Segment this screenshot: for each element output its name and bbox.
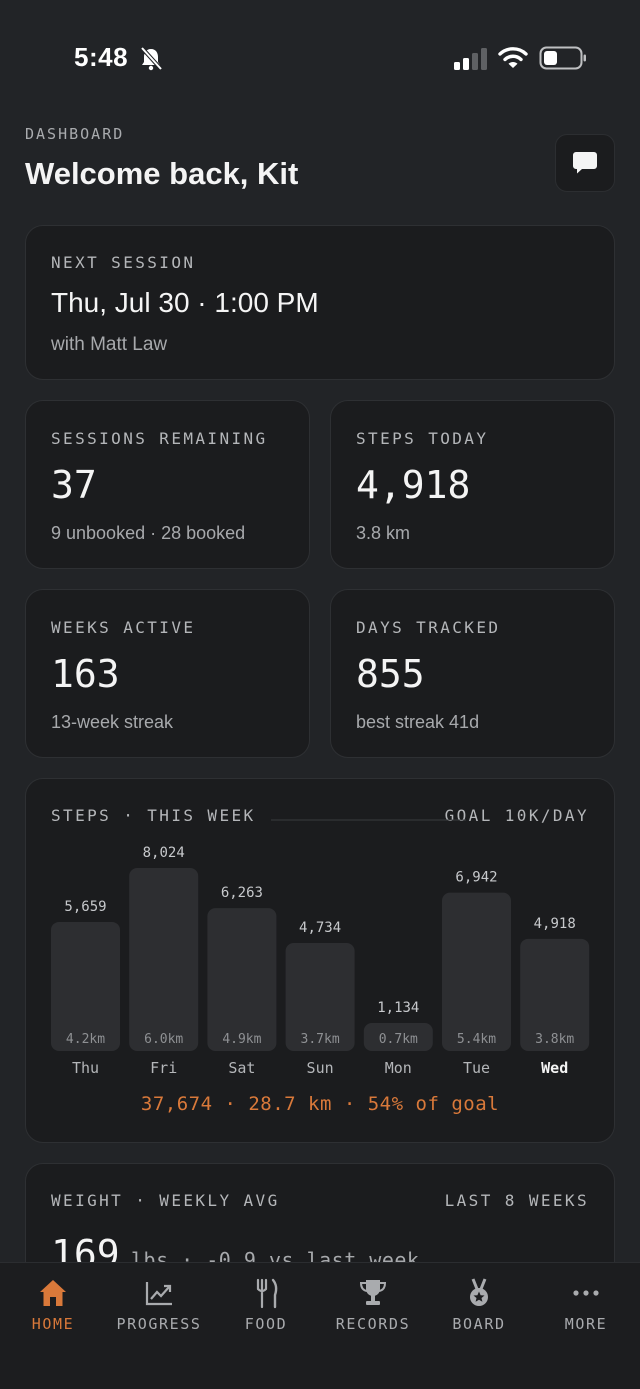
chart-line-icon (145, 1282, 172, 1306)
bar-value-label: 6,263 (221, 885, 263, 901)
day-label-wed: Wed (541, 1059, 568, 1077)
tab-records[interactable]: RECORDS (320, 1263, 426, 1353)
bar-fri[interactable] (129, 868, 199, 1051)
chat-bubble-icon (573, 152, 597, 174)
stat-label: SESSIONS REMAINING (51, 429, 268, 448)
bar-distance-label: 3.7km (301, 1032, 340, 1047)
cellular-signal-icon (454, 48, 487, 70)
bar-wed[interactable] (520, 938, 590, 1051)
tab-home[interactable]: HOME (0, 1263, 106, 1353)
tab-label: MORE (564, 1315, 608, 1333)
page-eyebrow: DASHBOARD (25, 125, 125, 143)
day-label-tue: Tue (463, 1059, 490, 1077)
tab-label: FOOD (244, 1315, 288, 1333)
bar-mon[interactable] (363, 1023, 433, 1051)
bar-value-label: 6,942 (455, 870, 497, 886)
day-label-sat: Sat (228, 1059, 255, 1077)
stat-label: DAYS TRACKED (356, 618, 501, 637)
bar-value-label: 4,734 (299, 920, 341, 936)
home-icon (40, 1280, 66, 1306)
weight-range: LAST 8 WEEKS (444, 1191, 589, 1210)
bar-tue[interactable] (442, 892, 511, 1051)
medal-icon (470, 1278, 488, 1306)
battery-icon (539, 46, 586, 70)
tab-label: HOME (31, 1315, 75, 1333)
stat-value: 163 (51, 652, 120, 696)
day-label-thu: Thu (72, 1059, 99, 1077)
days-tracked-card[interactable]: DAYS TRACKED 855 best streak 41d (330, 589, 615, 758)
bell-slash-icon (140, 47, 162, 71)
stat-value: 855 (356, 652, 425, 696)
bar-value-label: 4,918 (534, 916, 576, 932)
next-session-trainer: with Matt Law (51, 334, 168, 355)
tab-label: BOARD (452, 1315, 506, 1333)
weeks-active-card[interactable]: WEEKS ACTIVE 163 13-week streak (25, 589, 310, 758)
wifi-icon (498, 47, 528, 68)
stat-subtext: 9 unbooked · 28 booked (51, 523, 246, 543)
bar-distance-label: 3.8km (535, 1032, 574, 1047)
tab-board[interactable]: BOARD (426, 1263, 532, 1353)
chart-title: STEPS · THIS WEEK (51, 806, 256, 825)
sessions-remaining-card[interactable]: SESSIONS REMAINING 37 9 unbooked · 28 bo… (25, 400, 310, 569)
more-icon (573, 1290, 599, 1296)
steps-bar-chart: 5,659 4.2km Thu 8,024 6.0km Fri 6,263 4.9km Sat 4… (51, 819, 590, 1077)
steps-week-card[interactable]: STEPS · THIS WEEK GOAL 10K/DAY 5,659 4.2k… (25, 778, 615, 1143)
chart-summary: 37,674 · 28.7 km · 54% of goal (140, 1093, 500, 1115)
tab-more[interactable]: MORE (533, 1263, 639, 1353)
day-label-mon: Mon (385, 1059, 412, 1077)
next-session-label: NEXT SESSION (51, 253, 196, 272)
bar-thu[interactable] (51, 921, 120, 1051)
stat-value: 37 (51, 463, 97, 507)
bar-distance-label: 5.4km (457, 1032, 496, 1047)
trophy-icon (359, 1280, 387, 1305)
steps-today-card[interactable]: STEPS TODAY 4,918 3.8 km (330, 400, 615, 569)
messages-button[interactable] (555, 134, 615, 192)
bar-sat[interactable] (207, 908, 277, 1051)
chart-goal: GOAL 10K/DAY (444, 806, 589, 825)
weight-title: WEIGHT · WEEKLY AVG (51, 1191, 280, 1210)
tab-label: RECORDS (335, 1315, 411, 1333)
stat-subtext: 3.8 km (356, 523, 411, 543)
bar-distance-label: 0.7km (379, 1032, 418, 1047)
day-label-sun: Sun (307, 1059, 334, 1077)
tab-label: PROGRESS (116, 1315, 202, 1333)
day-label-fri: Fri (150, 1059, 177, 1077)
stat-subtext: 13-week streak (51, 712, 174, 732)
bar-sun[interactable] (285, 943, 355, 1051)
bar-distance-label: 6.0km (144, 1032, 183, 1047)
status-time: 5:48 (74, 42, 129, 72)
bar-distance-label: 4.9km (222, 1032, 261, 1047)
stat-label: WEEKS ACTIVE (51, 618, 196, 637)
stat-value: 4,918 (356, 463, 471, 507)
bar-value-label: 1,134 (377, 1000, 419, 1016)
page-title: Welcome back, Kit (25, 156, 299, 191)
status-bar: 5:48 (0, 0, 640, 110)
next-session-card[interactable]: NEXT SESSION Thu, Jul 30 · 1:00 PM with … (25, 225, 615, 380)
bar-value-label: 8,024 (143, 845, 185, 861)
stat-subtext: best streak 41d (356, 712, 480, 732)
fork-knife-icon (256, 1278, 278, 1309)
bar-value-label: 5,659 (64, 899, 106, 915)
tab-bar: HOME PROGRESS FOOD RECORDS BOARD (0, 1262, 640, 1389)
stat-label: STEPS TODAY (356, 429, 489, 448)
tab-food[interactable]: FOOD (213, 1263, 319, 1353)
tab-progress[interactable]: PROGRESS (106, 1263, 212, 1353)
next-session-datetime: Thu, Jul 30 · 1:00 PM (51, 287, 319, 318)
bar-distance-label: 4.2km (66, 1032, 105, 1047)
